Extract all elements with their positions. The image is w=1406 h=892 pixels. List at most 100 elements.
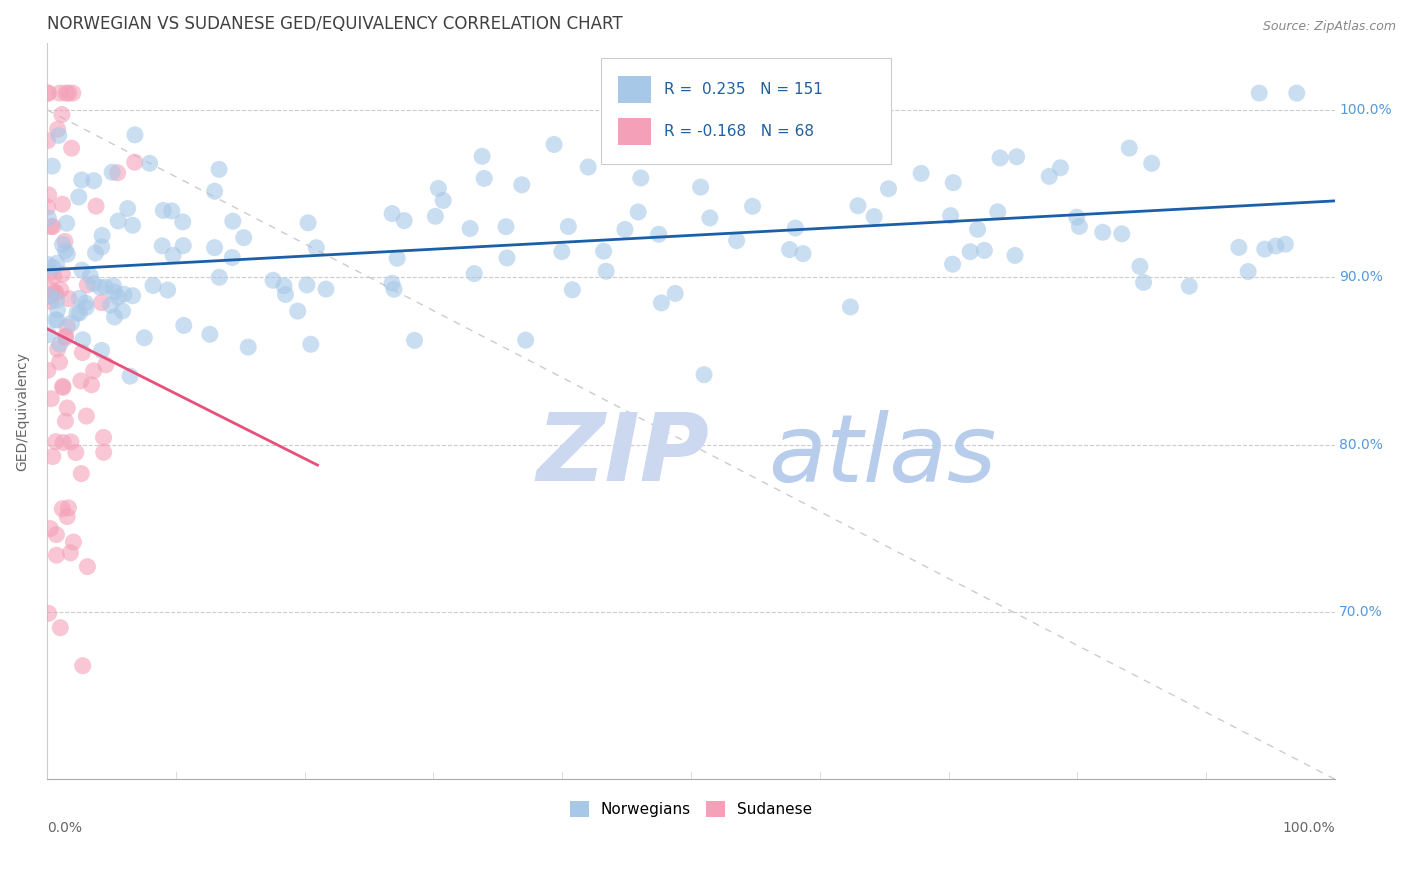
Sudanese — [65, 445, 87, 459]
Sudanese — [56, 509, 79, 524]
Norwegians — [67, 190, 90, 204]
Sudanese — [58, 500, 80, 515]
Norwegians — [1285, 86, 1308, 100]
Norwegians — [385, 252, 408, 266]
Sudanese — [62, 535, 84, 549]
Norwegians — [53, 244, 76, 258]
Norwegians — [91, 228, 114, 243]
Norwegians — [620, 149, 643, 163]
Sudanese — [94, 358, 117, 372]
Norwegians — [103, 278, 125, 293]
Norwegians — [37, 211, 59, 225]
Norwegians — [471, 149, 494, 163]
Norwegians — [543, 137, 565, 152]
Norwegians — [381, 206, 404, 220]
Sudanese — [72, 658, 94, 673]
Sudanese — [58, 292, 80, 306]
Sudanese — [39, 294, 62, 309]
Norwegians — [315, 282, 337, 296]
Norwegians — [75, 301, 97, 315]
Norwegians — [90, 343, 112, 358]
Norwegians — [142, 278, 165, 293]
Norwegians — [56, 247, 79, 261]
Sudanese — [56, 320, 79, 334]
Norwegians — [51, 237, 73, 252]
Norwegians — [305, 241, 328, 255]
Norwegians — [1237, 264, 1260, 278]
Sudanese — [37, 86, 59, 100]
Norwegians — [959, 244, 981, 259]
Norwegians — [75, 296, 97, 310]
Norwegians — [112, 287, 135, 301]
Norwegians — [576, 160, 599, 174]
Norwegians — [595, 264, 617, 278]
Text: 0.0%: 0.0% — [46, 822, 82, 835]
Norwegians — [299, 337, 322, 351]
Norwegians — [232, 230, 254, 244]
Sudanese — [37, 86, 59, 100]
Norwegians — [84, 246, 107, 260]
Norwegians — [69, 291, 91, 305]
Norwegians — [877, 182, 900, 196]
Norwegians — [427, 181, 450, 195]
Sudanese — [60, 141, 83, 155]
Norwegians — [392, 213, 415, 227]
Norwegians — [38, 289, 60, 303]
Sudanese — [93, 430, 115, 444]
Norwegians — [779, 243, 801, 257]
Sudanese — [44, 285, 66, 300]
FancyBboxPatch shape — [617, 76, 651, 103]
Sudanese — [46, 342, 69, 356]
Sudanese — [39, 392, 62, 406]
Text: 100.0%: 100.0% — [1282, 822, 1336, 835]
Norwegians — [37, 258, 59, 272]
Norwegians — [689, 180, 711, 194]
Legend: Norwegians, Sudanese: Norwegians, Sudanese — [564, 795, 818, 823]
Norwegians — [1274, 237, 1296, 252]
Norwegians — [138, 156, 160, 170]
Norwegians — [79, 268, 101, 283]
Norwegians — [107, 214, 129, 228]
Sudanese — [51, 268, 73, 282]
Norwegians — [988, 151, 1011, 165]
Sudanese — [42, 269, 65, 284]
Norwegians — [208, 270, 231, 285]
Norwegians — [664, 286, 686, 301]
Sudanese — [53, 331, 76, 345]
Norwegians — [117, 202, 139, 216]
Norwegians — [90, 240, 112, 254]
Norwegians — [287, 304, 309, 318]
Sudanese — [38, 607, 60, 621]
Sudanese — [42, 450, 65, 464]
Norwegians — [45, 293, 67, 307]
Norwegians — [1227, 240, 1250, 254]
Norwegians — [121, 219, 143, 233]
Norwegians — [162, 248, 184, 262]
Norwegians — [627, 205, 650, 219]
Sudanese — [76, 277, 98, 292]
Norwegians — [45, 256, 67, 270]
Norwegians — [295, 277, 318, 292]
Sudanese — [107, 166, 129, 180]
Sudanese — [60, 434, 83, 449]
Norwegians — [134, 331, 156, 345]
Sudanese — [42, 219, 65, 234]
Norwegians — [41, 159, 63, 173]
Sudanese — [70, 467, 93, 481]
Norwegians — [432, 194, 454, 208]
Norwegians — [221, 251, 243, 265]
Norwegians — [107, 290, 129, 304]
Norwegians — [89, 280, 111, 294]
Norwegians — [725, 234, 748, 248]
Text: 90.0%: 90.0% — [1339, 270, 1384, 285]
Norwegians — [741, 199, 763, 213]
Norwegians — [172, 215, 194, 229]
Text: 70.0%: 70.0% — [1339, 605, 1382, 619]
Sudanese — [37, 363, 59, 377]
Sudanese — [53, 235, 76, 249]
Y-axis label: GED/Equivalency: GED/Equivalency — [15, 351, 30, 471]
Sudanese — [51, 107, 73, 121]
Sudanese — [55, 86, 77, 100]
Norwegians — [48, 128, 70, 143]
Sudanese — [48, 355, 70, 369]
